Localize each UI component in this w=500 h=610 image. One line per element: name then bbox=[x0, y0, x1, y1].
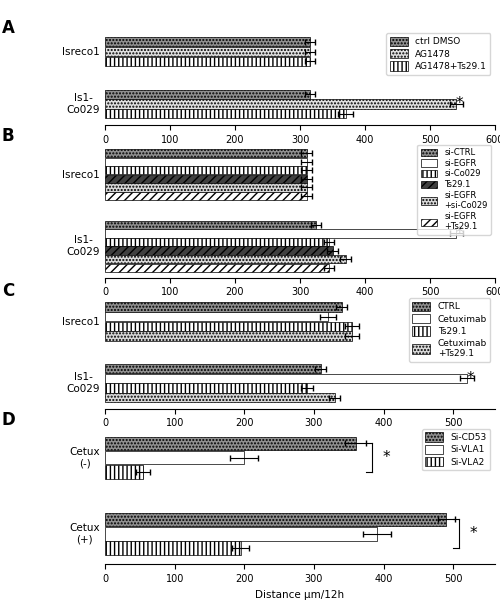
Bar bbox=[105, 373, 467, 383]
Bar bbox=[105, 221, 316, 229]
Bar bbox=[105, 541, 241, 554]
X-axis label: Distance μm/12h: Distance μm/12h bbox=[256, 434, 344, 444]
Bar bbox=[105, 47, 310, 56]
Bar bbox=[105, 229, 456, 237]
Bar bbox=[105, 37, 310, 46]
Text: *: * bbox=[382, 450, 390, 465]
Bar bbox=[105, 312, 328, 321]
Bar bbox=[105, 451, 244, 464]
Bar bbox=[105, 321, 352, 331]
Text: *: * bbox=[469, 526, 477, 541]
Text: A: A bbox=[2, 19, 15, 37]
Bar bbox=[105, 184, 306, 192]
Bar bbox=[105, 238, 329, 246]
Bar bbox=[105, 57, 310, 66]
Text: *: * bbox=[466, 371, 473, 386]
Bar bbox=[105, 246, 332, 254]
X-axis label: Distance μm/12h: Distance μm/12h bbox=[256, 589, 344, 600]
Bar bbox=[105, 364, 321, 373]
Bar bbox=[105, 264, 329, 272]
Text: D: D bbox=[2, 411, 16, 429]
Bar bbox=[105, 149, 306, 157]
Bar bbox=[105, 167, 306, 174]
Bar bbox=[105, 393, 335, 402]
Bar bbox=[105, 331, 352, 340]
Bar bbox=[105, 465, 144, 479]
Bar bbox=[105, 437, 356, 450]
Bar bbox=[105, 192, 306, 200]
Text: C: C bbox=[2, 282, 14, 300]
Bar bbox=[105, 527, 376, 540]
Text: B: B bbox=[2, 127, 15, 145]
Bar bbox=[105, 255, 346, 264]
Legend: si-CTRL, si-EGFR, si-Co029, Ts29.1, si-EGFR
+si-Co029, si-EGFR
+Ts29.1: si-CTRL, si-EGFR, si-Co029, Ts29.1, si-E… bbox=[418, 145, 491, 235]
Legend: CTRL, Cetuximab, Ts29.1, Cetuximab
+Ts29.1: CTRL, Cetuximab, Ts29.1, Cetuximab +Ts29… bbox=[408, 298, 490, 362]
Bar bbox=[105, 109, 346, 118]
X-axis label: Distance μm/12h: Distance μm/12h bbox=[256, 150, 344, 160]
Bar bbox=[105, 90, 310, 99]
X-axis label: Distance μm/12h: Distance μm/12h bbox=[256, 303, 344, 313]
Bar bbox=[105, 99, 456, 109]
Bar bbox=[105, 383, 307, 392]
Legend: ctrl DMSO, AG1478, AG1478+Ts29.1: ctrl DMSO, AG1478, AG1478+Ts29.1 bbox=[386, 33, 490, 75]
Legend: Si-CD53, Si-VLA1, Si-VLA2: Si-CD53, Si-VLA1, Si-VLA2 bbox=[422, 429, 490, 470]
Text: *: * bbox=[456, 226, 463, 241]
Bar bbox=[105, 303, 342, 312]
Bar bbox=[105, 512, 446, 526]
Text: *: * bbox=[456, 96, 463, 112]
Bar bbox=[105, 157, 306, 166]
Bar bbox=[105, 175, 306, 183]
